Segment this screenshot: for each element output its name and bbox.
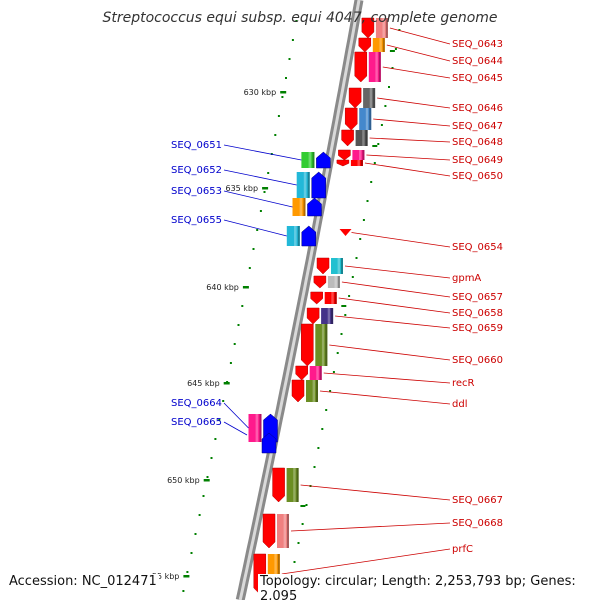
reverse-arrow-SEQ_0644	[358, 37, 372, 53]
gene-block-SEQ_0643	[375, 18, 388, 38]
gene-block-gpmA	[331, 258, 343, 274]
tick-label: 640 kbp	[206, 283, 239, 292]
gene-block-SEQ_0667	[286, 468, 299, 502]
gene-block-SEQ_0664	[248, 414, 262, 442]
gene-block-SEQ_0650	[350, 160, 363, 166]
tick-label: 650 kbp	[167, 476, 200, 485]
tick-mark	[223, 382, 230, 385]
tick-label: 630 kbp	[244, 88, 277, 97]
reverse-arrow-SEQ_0643	[361, 17, 375, 39]
gene-block-SEQ_0645	[368, 52, 381, 82]
forward-arrow-SEQ_0653	[307, 197, 322, 217]
label-gpmA: gpmA	[452, 273, 481, 284]
forward-arrow-SEQ_0651	[316, 151, 331, 169]
reverse-arrow-recR	[295, 365, 308, 381]
reverse-strand-features	[253, 17, 388, 595]
forward-arrow-SEQ_0652	[311, 171, 326, 199]
tick-label: 635 kbp	[225, 184, 258, 193]
tick-label: 55 kbp	[152, 572, 180, 581]
forward-strand-features	[248, 151, 331, 454]
label-SEQ_0647: SEQ_0647	[452, 121, 503, 132]
gene-block-SEQ_0653	[292, 198, 306, 216]
feature-labels: SEQ_0643 SEQ_0644 SEQ_0645 SEQ_0646 SEQ_0647…	[171, 27, 503, 575]
label-SEQ_0651: SEQ_0651	[171, 140, 222, 151]
reverse-arrow-SEQ_0645	[354, 51, 368, 83]
accession-text: Accession: NC_012471	[7, 574, 159, 589]
reverse-arrow-SEQ_0649	[338, 149, 351, 161]
reverse-arrow-SEQ_0650	[336, 159, 350, 167]
label-SEQ_0645: SEQ_0645	[452, 73, 503, 84]
gene-block-SEQ_0668	[277, 514, 289, 548]
gene-block-ddl	[306, 380, 318, 402]
reverse-arrow-SEQ_0654	[339, 229, 352, 236]
gene-block-SEQ_0652	[296, 172, 310, 198]
reverse-arrow-SEQ_0667	[272, 467, 285, 503]
position-ticks: 630 kbp 635 kbp 640 kbp 645 kbp 650 kbp 55 kb…	[152, 88, 287, 581]
gene-block-SEQ_0647	[359, 108, 372, 130]
gene-block-SEQ_0655	[286, 226, 300, 246]
label-SEQ_0657: SEQ_0657	[452, 292, 503, 303]
label-SEQ_0652: SEQ_0652	[171, 165, 222, 176]
label-SEQ_0649: SEQ_0649	[452, 155, 503, 166]
label-SEQ_0653: SEQ_0653	[171, 186, 222, 197]
gene-block-SEQ_0660	[315, 324, 328, 366]
reverse-arrow-SEQ_0647	[344, 107, 358, 131]
label-SEQ_0650: SEQ_0650	[452, 171, 503, 182]
tick-mark	[183, 575, 190, 578]
label-SEQ_0646: SEQ_0646	[452, 103, 503, 114]
tick-mark	[242, 286, 249, 289]
page-title: Streptococcus equi subsp. equi 4047, com…	[102, 10, 498, 26]
gene-block-SEQ_0648	[355, 130, 368, 146]
genome-backbone	[235, 0, 364, 600]
label-SEQ_0667: SEQ_0667	[452, 495, 503, 506]
reverse-arrow-SEQ_0660	[301, 323, 314, 367]
reverse-arrow-SEQ_0659	[306, 307, 320, 325]
label-ddl: ddl	[452, 399, 467, 410]
tick-mark	[203, 479, 210, 482]
label-prfC: prfC	[452, 544, 473, 555]
dotted-guide	[182, 20, 401, 600]
gene-block-SEQ_0644	[372, 38, 385, 52]
reverse-arrow-SEQ_0658	[310, 291, 323, 305]
reverse-arrow-SEQ_0668	[262, 513, 276, 549]
gene-block-SEQ_0651	[301, 152, 315, 168]
gene-block-recR	[309, 366, 322, 380]
label-SEQ_0654: SEQ_0654	[452, 242, 503, 253]
label-SEQ_0668: SEQ_0668	[452, 518, 503, 529]
tick-label: 645 kbp	[187, 379, 220, 388]
tick-mark	[262, 187, 269, 190]
topology-text: Topology: circular; Length: 2,253,793 bp…	[258, 574, 600, 600]
label-SEQ_0665: SEQ_0665	[171, 417, 222, 428]
reverse-arrow-SEQ_0646	[348, 87, 362, 109]
label-recR: recR	[452, 378, 475, 389]
label-SEQ_0655: SEQ_0655	[171, 215, 222, 226]
label-SEQ_0644: SEQ_0644	[452, 56, 503, 67]
gene-block-SEQ_0646	[363, 88, 376, 108]
gene-block-SEQ_0659	[321, 308, 334, 324]
tick-mark	[280, 91, 287, 94]
label-SEQ_0648: SEQ_0648	[452, 137, 503, 148]
forward-arrow-SEQ_0665	[261, 432, 277, 454]
gene-block-SEQ_0657	[327, 276, 340, 288]
gene-block-SEQ_0658	[324, 292, 337, 304]
reverse-arrow-SEQ_0648	[341, 129, 354, 147]
label-SEQ_0658: SEQ_0658	[452, 308, 503, 319]
label-SEQ_0643: SEQ_0643	[452, 39, 503, 50]
label-SEQ_0664: SEQ_0664	[171, 398, 222, 409]
label-SEQ_0659: SEQ_0659	[452, 323, 503, 334]
reverse-arrow-ddl	[291, 379, 305, 403]
gene-block-SEQ_0649	[352, 150, 365, 160]
reverse-arrow-SEQ_0657	[313, 275, 327, 289]
reverse-arrow-gpmA	[316, 257, 330, 275]
forward-arrow-SEQ_0655	[301, 225, 317, 247]
label-SEQ_0660: SEQ_0660	[452, 355, 503, 366]
